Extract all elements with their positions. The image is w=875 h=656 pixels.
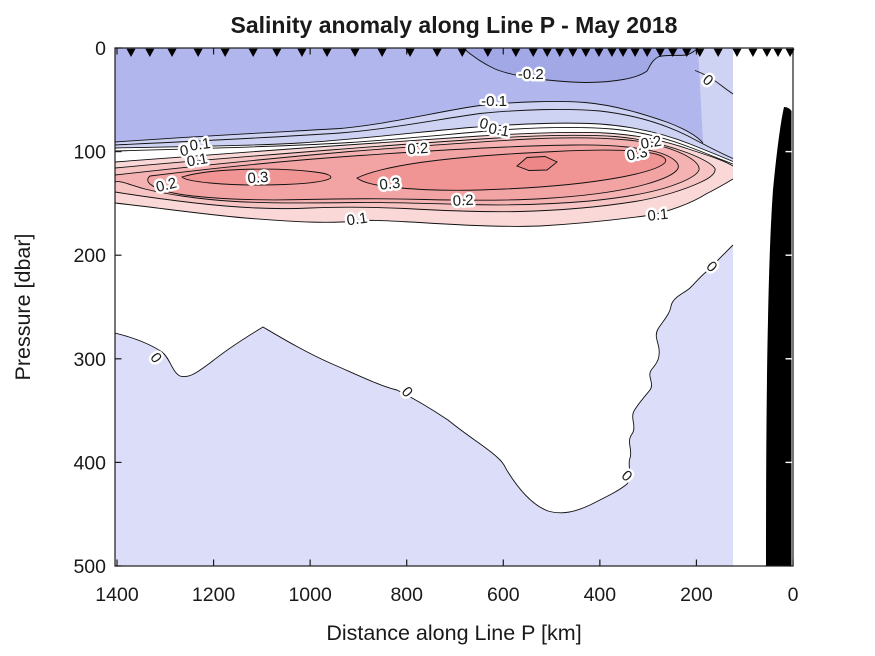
contour-label: 0.1 (189, 135, 212, 155)
contour-line-03-left (181, 168, 332, 186)
contour-label: 0.1 (346, 210, 369, 230)
contour-label: 0.1 (487, 120, 510, 140)
station-marker (432, 48, 442, 57)
contour-line-02 (115, 137, 700, 206)
x-tick-label: 0 (788, 584, 799, 606)
contour-label: 0.1 (647, 206, 670, 225)
contour-line-01 (115, 131, 734, 227)
contour-line-005 (115, 126, 734, 165)
station-marker (220, 48, 230, 57)
y-tick-label: 300 (73, 349, 106, 371)
right-axis-tick-notches (785, 150, 792, 464)
station-marker (668, 48, 678, 57)
station-marker (713, 48, 723, 57)
y-tick-label: 400 (73, 452, 106, 474)
x-tick-label: 800 (390, 584, 423, 606)
station-marker (607, 48, 617, 57)
chart-title: Salinity anomaly along Line P - May 2018 (231, 12, 678, 38)
station-marker (272, 48, 282, 57)
station-marker (145, 48, 155, 57)
contour-label: 0.1 (185, 150, 208, 170)
contour-line-neg005 (115, 108, 734, 159)
contour-fill-dark-blue-patch (463, 48, 698, 83)
y-tick-label: 500 (73, 556, 106, 578)
station-marker (193, 48, 203, 57)
contour-fill-pink-core (517, 156, 557, 171)
station-marker (126, 48, 136, 57)
station-marker (785, 48, 795, 57)
contour-line-neg01 (115, 101, 704, 144)
contour-label: -0.2 (518, 66, 544, 83)
x-tick-label: 1400 (95, 584, 139, 606)
x-tick-label: 400 (584, 584, 617, 606)
station-marker (581, 48, 591, 57)
station-marker (732, 48, 742, 57)
station-marker (483, 48, 493, 57)
station-marker (511, 48, 521, 57)
contour-fill-pink-03-left (182, 169, 331, 185)
contour-lines (115, 48, 734, 514)
x-tick-label: 200 (680, 584, 713, 606)
station-marker (457, 48, 467, 57)
contour-label: 0.2 (452, 192, 474, 210)
tick-labels: 1400 1200 1000 800 600 400 200 0 0 100 200 300 400 50… (73, 38, 798, 606)
x-tick-label: 1000 (288, 584, 332, 606)
x-tick-label: 600 (487, 584, 520, 606)
contour-line-025 (147, 144, 679, 201)
contour-fill-deep-negative-region (115, 245, 733, 566)
station-marker (528, 48, 538, 57)
station-marker (594, 48, 604, 57)
bathymetry-mask (766, 107, 792, 566)
station-marker (542, 48, 552, 57)
station-marker (568, 48, 578, 57)
station-marker (748, 48, 758, 57)
plot-border (114, 47, 794, 567)
station-marker (248, 48, 258, 57)
contour-line-zero-upper (115, 122, 734, 162)
station-marker (167, 48, 177, 57)
contour-line-015 (115, 134, 716, 213)
y-tick-label: 0 (95, 38, 106, 60)
station-marker (655, 48, 665, 57)
contour-line-zero-pocket (694, 70, 734, 95)
contour-label: 0.2 (639, 133, 662, 153)
station-marker (695, 48, 705, 57)
contour-label: 0.2 (407, 140, 429, 158)
contour-label: 0.3 (379, 175, 402, 194)
y-tick-label: 200 (73, 245, 106, 267)
station-marker (377, 48, 387, 57)
contour-fill-pink-03-right (357, 150, 666, 191)
contour-line-03-right (356, 149, 667, 191)
station-marker (350, 48, 360, 57)
x-tick-label: 1200 (192, 584, 236, 606)
station-marker (297, 48, 307, 57)
station-marker (682, 48, 692, 57)
contour-line-zero-deep (115, 244, 734, 514)
station-marker (555, 48, 565, 57)
contour-label: 0.3 (247, 169, 269, 187)
station-marker (618, 48, 628, 57)
station-markers (126, 48, 795, 57)
station-marker (322, 48, 332, 57)
station-marker (762, 48, 772, 57)
x-axis-label: Distance along Line P [km] (326, 621, 581, 645)
y-axis-label: Pressure [dbar] (11, 234, 35, 381)
contour-line-035 (516, 156, 558, 171)
station-marker (405, 48, 415, 57)
contour-labels: -0.2-0.100.100.100.10.2 0.30.20.30.20.30.… (144, 63, 723, 487)
station-marker (630, 48, 640, 57)
contour-label: -0.1 (481, 93, 507, 110)
station-marker (642, 48, 652, 57)
y-tick-label: 100 (73, 142, 106, 164)
station-marker (773, 48, 783, 57)
